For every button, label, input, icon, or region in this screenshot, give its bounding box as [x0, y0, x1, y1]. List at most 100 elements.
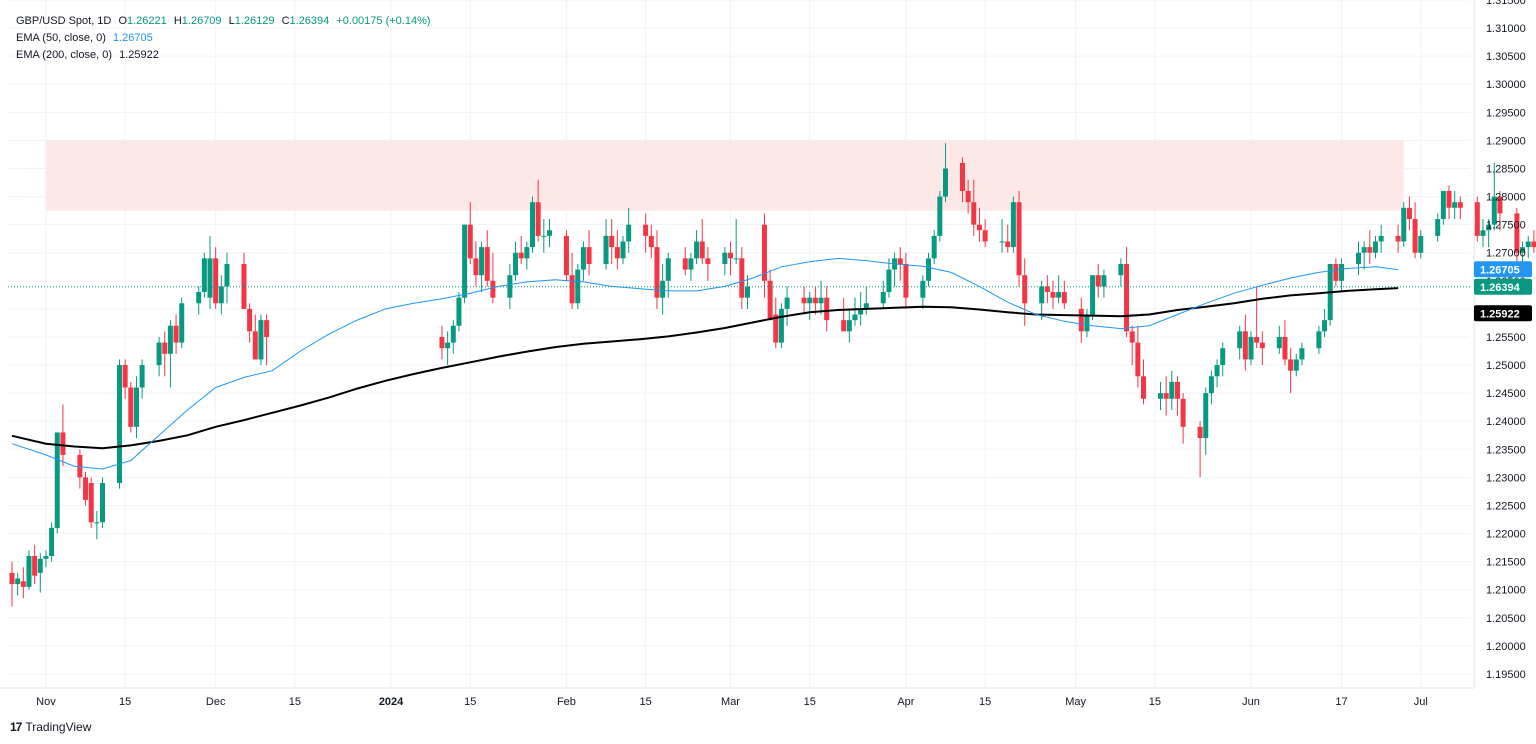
candle-body — [218, 286, 224, 304]
candle-down — [1050, 280, 1056, 309]
candle-body — [569, 275, 575, 304]
candle-body — [739, 258, 745, 298]
y-tick-label: 1.25000 — [1486, 360, 1526, 372]
candle-down — [971, 179, 977, 236]
candle-body — [626, 224, 632, 242]
candle-up — [201, 252, 207, 298]
candle-up — [524, 241, 530, 270]
legend-ema50[interactable]: EMA (50, close, 0) 1.26705 — [16, 30, 431, 47]
ema50-value: 1.26705 — [112, 32, 153, 44]
candle-down — [77, 449, 83, 489]
candle-body — [1378, 235, 1384, 242]
candle-up — [54, 432, 60, 534]
candle-down — [1044, 275, 1050, 304]
candle-body — [1259, 342, 1265, 349]
ema200-label: EMA (200, close, 0) — [16, 49, 112, 61]
candle-body — [518, 252, 524, 259]
y-tick-label: 1.21500 — [1486, 557, 1526, 569]
candle-up — [937, 190, 943, 242]
candle-body — [167, 325, 173, 354]
candle-body — [173, 325, 179, 343]
y-tick-label: 1.22500 — [1486, 500, 1526, 512]
candle-down — [982, 219, 988, 248]
candle-body — [445, 342, 451, 349]
x-tick-label: 15 — [119, 696, 131, 708]
low-value: 1.26129 — [234, 15, 275, 27]
candle-down — [1497, 190, 1503, 231]
candle-down — [60, 404, 66, 467]
candle-body — [529, 202, 535, 248]
candle-body — [473, 258, 479, 276]
candle-body — [1124, 263, 1130, 332]
candle-body — [682, 258, 688, 270]
candle-body — [784, 297, 790, 309]
candle-body — [1056, 292, 1062, 298]
candle-up — [445, 331, 451, 366]
x-tick-label: 17 — [1335, 696, 1347, 708]
candle-body — [1010, 202, 1016, 248]
current-price-tag-text: 1.26394 — [1480, 282, 1521, 294]
candle-body — [863, 303, 869, 309]
candle-down — [699, 219, 705, 264]
candle-up — [1203, 387, 1209, 455]
candle-body — [37, 558, 43, 573]
candle-body — [773, 314, 779, 343]
candle-up — [479, 241, 485, 293]
candle-body — [733, 258, 739, 260]
y-tick-label: 1.28000 — [1486, 192, 1526, 204]
candle-body — [1276, 336, 1282, 349]
candle-down — [609, 219, 615, 264]
x-tick-label: 15 — [804, 696, 816, 708]
candle-up — [1276, 325, 1282, 354]
candle-body — [846, 320, 852, 332]
candle-down — [173, 314, 179, 354]
candle-up — [920, 275, 926, 309]
candle-body — [920, 280, 926, 298]
candle-up — [529, 196, 535, 253]
candle-down — [1333, 258, 1339, 287]
candle-body — [77, 454, 83, 478]
candle-body — [818, 297, 824, 304]
candle-down — [739, 247, 745, 309]
candle-body — [999, 241, 1005, 243]
ema200-value: 1.25922 — [119, 49, 159, 61]
candle-up — [580, 241, 586, 281]
candle-up — [603, 219, 609, 270]
candle-body — [609, 235, 615, 248]
candle-up — [778, 303, 784, 349]
candle-body — [1457, 202, 1463, 208]
candle-body — [1474, 202, 1480, 236]
low-label: L — [228, 15, 235, 27]
candle-body — [575, 269, 581, 304]
symbol-label[interactable]: GBP/USD Spot, 1D — [16, 15, 112, 27]
candle-body — [201, 258, 207, 293]
candle-body — [1316, 331, 1322, 349]
candle-down — [241, 252, 247, 309]
candle-body — [213, 258, 219, 304]
candle-down — [1124, 247, 1130, 337]
candle-up — [1056, 275, 1062, 304]
candle-body — [490, 280, 496, 298]
change-value: +0.00175 (+0.14%) — [336, 15, 431, 27]
candle-body — [688, 258, 694, 270]
legend-ema200[interactable]: EMA (200, close, 0) 1.25922 — [16, 47, 431, 64]
candle-body — [931, 235, 937, 259]
candle-up — [1084, 308, 1090, 337]
candle-down — [467, 202, 473, 264]
candle-down — [213, 247, 219, 309]
candle-up — [694, 230, 700, 264]
candle-body — [1520, 247, 1526, 253]
candle-body — [1435, 219, 1441, 236]
candle-down — [490, 252, 496, 304]
candle-down — [162, 331, 168, 377]
candle-body — [778, 308, 784, 343]
candle-body — [1418, 235, 1424, 253]
candle-body — [824, 297, 830, 321]
tradingview-branding[interactable]: 17 TradingView — [10, 720, 91, 734]
candle-up — [863, 286, 869, 315]
candle-body — [812, 297, 818, 304]
candle-body — [60, 432, 66, 455]
candle-body — [1480, 230, 1486, 236]
candle-up — [1378, 224, 1384, 253]
